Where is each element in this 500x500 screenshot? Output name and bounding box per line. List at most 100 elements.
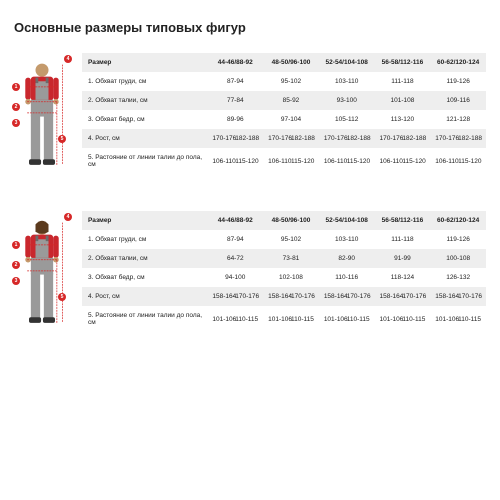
size-row: 3. Обхват бедр, см94-100102-108110-11611… <box>82 268 486 287</box>
measure-marker-4: 4 <box>64 213 72 221</box>
size-cell-split: 101-106110-115 <box>319 306 375 332</box>
size-row-label: 2. Обхват талии, см <box>82 249 207 268</box>
size-row: 5. Растояние от линии талии до пола, см1… <box>82 148 486 174</box>
size-cell-split: 170-176182-188 <box>319 129 375 148</box>
size-cell: 109-116 <box>430 91 486 110</box>
measure-marker-2: 2 <box>12 261 20 269</box>
size-cell: 89-96 <box>207 110 263 129</box>
size-row: 3. Обхват бедр, см89-9697-104105-112113-… <box>82 110 486 129</box>
size-cell-split: 106-110115-120 <box>430 148 486 174</box>
measure-marker-5: 5 <box>58 293 66 301</box>
size-cell-split: 106-110115-120 <box>375 148 431 174</box>
size-cell-split: 170-176182-188 <box>263 129 319 148</box>
size-cell: 119-126 <box>430 230 486 249</box>
size-header-label: Размер <box>82 211 207 230</box>
size-cell: 113-120 <box>375 110 431 129</box>
size-row-label: 3. Обхват бедр, см <box>82 268 207 287</box>
size-cell: 82-90 <box>319 249 375 268</box>
size-row: 1. Обхват груди, см87-9495-102103-110111… <box>82 72 486 91</box>
size-col-header: 60-62/120-124 <box>430 211 486 230</box>
size-block-1: 1 2 3 4 5 Размер44-46/88-9248-50/96-10052-54… <box>14 211 486 347</box>
size-col-header: 60-62/120-124 <box>430 53 486 72</box>
size-cell-split: 158-164170-176 <box>430 287 486 306</box>
size-cell-split: 101-106110-115 <box>263 306 319 332</box>
size-cell: 95-102 <box>263 230 319 249</box>
size-table: Размер44-46/88-9248-50/96-10052-54/104-1… <box>82 211 486 332</box>
size-cell: 97-104 <box>263 110 319 129</box>
size-cell: 102-108 <box>263 268 319 287</box>
size-col-header: 56-58/112-116 <box>375 53 431 72</box>
size-col-header: 56-58/112-116 <box>375 211 431 230</box>
size-cell: 73-81 <box>263 249 319 268</box>
size-cell: 77-84 <box>207 91 263 110</box>
size-cell: 64-72 <box>207 249 263 268</box>
size-cell: 94-100 <box>207 268 263 287</box>
size-block-0: 1 2 3 4 5 Размер44-46/88-9248-50/96-10052-54… <box>14 53 486 189</box>
size-row-label: 1. Обхват груди, см <box>82 72 207 91</box>
size-row: 1. Обхват груди, см87-9495-102103-110111… <box>82 230 486 249</box>
size-cell: 110-116 <box>319 268 375 287</box>
size-col-header: 44-46/88-92 <box>207 211 263 230</box>
measure-marker-5: 5 <box>58 135 66 143</box>
size-cell-split: 106-110115-120 <box>207 148 263 174</box>
size-cell: 87-94 <box>207 72 263 91</box>
size-table: Размер44-46/88-9248-50/96-10052-54/104-1… <box>82 53 486 174</box>
size-col-header: 48-50/96-100 <box>263 211 319 230</box>
size-cell: 111-118 <box>375 230 431 249</box>
size-cell-split: 170-176182-188 <box>207 129 263 148</box>
size-cell-split: 106-110115-120 <box>263 148 319 174</box>
size-cell: 95-102 <box>263 72 319 91</box>
size-cell: 85-92 <box>263 91 319 110</box>
size-row: 4. Рост, см170-176182-188170-176182-1881… <box>82 129 486 148</box>
size-cell: 93-100 <box>319 91 375 110</box>
measure-marker-3: 3 <box>12 119 20 127</box>
size-col-header: 48-50/96-100 <box>263 53 319 72</box>
size-cell-split: 170-176182-188 <box>430 129 486 148</box>
size-cell-split: 101-106110-115 <box>207 306 263 332</box>
size-cell-split: 106-110115-120 <box>319 148 375 174</box>
size-cell: 118-124 <box>375 268 431 287</box>
size-cell-split: 101-106110-115 <box>375 306 431 332</box>
measure-marker-2: 2 <box>12 103 20 111</box>
size-col-header: 52-54/104-108 <box>319 53 375 72</box>
measure-marker-4: 4 <box>64 55 72 63</box>
size-row-label: 4. Рост, см <box>82 287 207 306</box>
size-cell: 119-126 <box>430 72 486 91</box>
size-header-label: Размер <box>82 53 207 72</box>
size-cell-split: 101-106110-115 <box>430 306 486 332</box>
size-row-label: 5. Растояние от линии талии до пола, см <box>82 148 207 174</box>
size-row-label: 3. Обхват бедр, см <box>82 110 207 129</box>
size-row-label: 2. Обхват талии, см <box>82 91 207 110</box>
measure-marker-3: 3 <box>12 277 20 285</box>
size-blocks: 12345 Размер44-46/88-9248-50/96-10052-54… <box>14 53 486 347</box>
size-cell: 111-118 <box>375 72 431 91</box>
page-title: Основные размеры типовых фигур <box>14 20 486 35</box>
size-cell-split: 158-164170-176 <box>207 287 263 306</box>
size-row-label: 5. Растояние от линии талии до пола, см <box>82 306 207 332</box>
measure-marker-1: 1 <box>12 83 20 91</box>
size-col-header: 44-46/88-92 <box>207 53 263 72</box>
measure-marker-1: 1 <box>12 241 20 249</box>
size-row: 4. Рост, см158-164170-176158-164170-1761… <box>82 287 486 306</box>
size-cell-split: 158-164170-176 <box>319 287 375 306</box>
size-cell: 101-108 <box>375 91 431 110</box>
size-cell-split: 158-164170-176 <box>263 287 319 306</box>
size-cell: 121-128 <box>430 110 486 129</box>
size-row: 5. Растояние от линии талии до пола, см1… <box>82 306 486 332</box>
figure-illustration: 1 2 3 4 5 <box>14 211 72 347</box>
size-cell: 91-99 <box>375 249 431 268</box>
size-cell: 87-94 <box>207 230 263 249</box>
size-col-header: 52-54/104-108 <box>319 211 375 230</box>
size-row-label: 1. Обхват груди, см <box>82 230 207 249</box>
size-cell: 103-110 <box>319 230 375 249</box>
size-row: 2. Обхват талии, см64-7273-8182-9091-991… <box>82 249 486 268</box>
size-cell: 105-112 <box>319 110 375 129</box>
size-cell-split: 158-164170-176 <box>375 287 431 306</box>
size-cell-split: 170-176182-188 <box>375 129 431 148</box>
figure-illustration: 1 2 3 4 5 <box>14 53 72 189</box>
size-cell: 126-132 <box>430 268 486 287</box>
size-cell: 100-108 <box>430 249 486 268</box>
size-row: 2. Обхват талии, см77-8485-9293-100101-1… <box>82 91 486 110</box>
size-cell: 103-110 <box>319 72 375 91</box>
size-row-label: 4. Рост, см <box>82 129 207 148</box>
